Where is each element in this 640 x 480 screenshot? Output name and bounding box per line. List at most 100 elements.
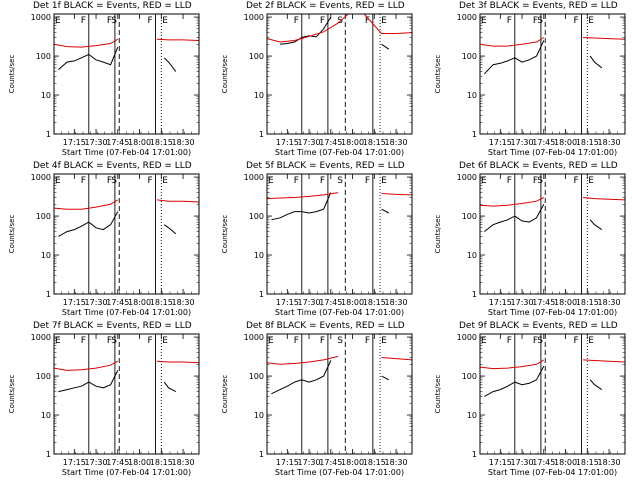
plot-frame [53,13,200,135]
y-tick-label: 1 [46,450,51,459]
marker-label: F [320,16,325,26]
series-line-lld [479,37,545,47]
chart-title: Det 7f BLACK = Events, RED = LLD [33,321,192,331]
x-tick-label: 18:15 [363,458,386,467]
detector-panel-5: Det 5f BLACK = Events, RED = LLD Start Ti… [221,161,413,317]
marker-label: F [365,176,370,186]
series-line-lld [381,193,413,196]
x-axis-label: Start Time (07-Feb-04 17:01:00) [275,468,404,477]
marker-label: F [148,336,153,346]
x-tick-label: 18:15 [363,298,386,307]
x-tick-label: 18:00 [554,458,577,467]
marker-label: F [507,16,512,26]
x-tick-label: 17:15 [63,298,86,307]
series-line-events [484,40,545,75]
marker-label: F [365,336,370,346]
marker-label: E [55,176,61,186]
x-tick-label: 17:15 [489,138,512,147]
x-tick-label: 18:15 [576,298,599,307]
marker-label: S [111,336,117,346]
x-axis-label: Start Time (07-Feb-04 17:01:00) [62,148,191,157]
series-line-events [381,208,390,214]
marker-label: F [320,336,325,346]
marker-label: F [533,336,538,346]
marker-label: E [481,176,487,186]
chart-title: Det 3f BLACK = Events, RED = LLD [459,1,618,11]
y-tick-label: 1 [472,290,477,299]
y-axis-label: Counts/sec [8,375,16,414]
y-tick-label: 10 [254,91,264,100]
series-line-lld [53,38,119,48]
plot-frame [479,173,626,295]
y-tick-label: 100 [249,52,264,61]
y-tick-label: 1000 [244,13,264,22]
plot-frame [479,13,626,135]
series-line-lld [266,355,339,365]
marker-label: S [111,176,117,186]
marker-label: F [365,16,370,26]
series-line-lld [156,199,200,203]
series-line-events [484,365,545,397]
detector-panel-3: Det 3f BLACK = Events, RED = LLD Start Ti… [434,1,626,157]
detector-panel-1: Det 1f BLACK = Events, RED = LLD Start Ti… [8,1,200,157]
chart-title: Det 2f BLACK = Events, RED = LLD [246,1,405,11]
detector-panel-2: Det 2f BLACK = Events, RED = LLD Start Ti… [221,1,413,157]
plot-frame [266,173,413,295]
detector-panel-7: Det 7f BLACK = Events, RED = LLD Start Ti… [8,321,200,477]
y-tick-label: 1000 [31,333,51,342]
marker-label: F [574,176,579,186]
x-tick-label: 17:45 [532,138,555,147]
plot-frame [53,333,200,455]
x-tick-label: 18:15 [150,298,173,307]
x-tick-label: 17:45 [532,298,555,307]
series-line-events [163,57,177,72]
chart-title: Det 4f BLACK = Events, RED = LLD [33,161,192,171]
plot-frame [266,333,413,455]
series-line-events [589,379,603,391]
marker-label: E [381,176,387,186]
marker-label: F [320,176,325,186]
x-tick-label: 17:30 [511,298,534,307]
series-line-lld [582,359,626,363]
x-tick-label: 17:45 [319,298,342,307]
marker-label: F [533,176,538,186]
y-tick-label: 1000 [31,173,51,182]
y-tick-label: 1000 [457,173,477,182]
x-tick-label: 17:30 [85,458,108,467]
y-tick-label: 10 [467,411,477,420]
x-tick-label: 18:30 [598,458,621,467]
marker-label: E [268,176,274,186]
y-tick-label: 1 [472,450,477,459]
marker-label: E [55,16,61,26]
series-line-lld [479,197,545,207]
x-axis-label: Start Time (07-Feb-04 17:01:00) [488,468,617,477]
marker-label: F [148,176,153,186]
y-axis-label: Counts/sec [434,215,442,254]
series-line-events [589,55,603,69]
x-tick-label: 18:15 [576,458,599,467]
series-line-lld [479,359,545,370]
plot-frame [53,173,200,295]
x-tick-label: 17:15 [276,138,299,147]
marker-label: E [55,336,61,346]
marker-label: E [588,176,594,186]
y-axis-label: Counts/sec [221,55,229,94]
x-tick-label: 17:30 [298,458,321,467]
marker-label: F [294,176,299,186]
x-tick-label: 17:30 [298,138,321,147]
series-line-lld [53,199,119,210]
x-tick-label: 17:15 [276,458,299,467]
marker-label: F [574,336,579,346]
x-tick-label: 18:00 [341,458,364,467]
x-tick-label: 18:00 [128,138,151,147]
y-tick-label: 1 [46,290,51,299]
series-line-lld [582,37,626,40]
series-line-lld [266,192,339,200]
x-tick-label: 18:30 [385,138,408,147]
x-tick-label: 18:30 [385,298,408,307]
marker-label: E [162,336,168,346]
series-line-events [58,46,119,70]
x-tick-label: 18:00 [341,298,364,307]
marker-label: F [107,176,112,186]
detector-panel-4: Det 4f BLACK = Events, RED = LLD Start Ti… [8,161,200,317]
